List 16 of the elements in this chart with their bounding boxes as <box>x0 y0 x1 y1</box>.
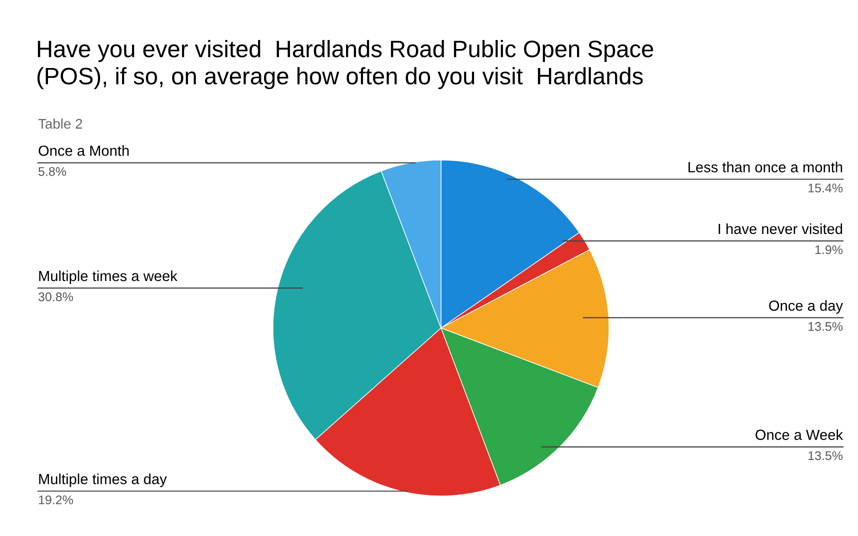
data-label: 5.8% <box>38 167 66 176</box>
data-label: 13.5% <box>808 322 843 331</box>
data-label: 19.2% <box>38 495 73 504</box>
slice-label: I have never visited <box>718 223 842 234</box>
slice-label: Multiple times a day <box>39 474 167 488</box>
slice-label: Once a day <box>769 300 843 314</box>
caption: Table 2 <box>38 118 82 129</box>
data-label: 30.8% <box>38 292 73 302</box>
data-label: 1.9% <box>815 245 843 254</box>
slice-label: Once a Week <box>756 429 844 440</box>
slice-label: Multiple times a week <box>39 270 178 284</box>
chart-title: Have you ever visited Hardlands Road Public Open Space (POS), if so, on average how often do you visit Hardlands <box>37 40 654 90</box>
data-label: 13.5% <box>808 451 843 460</box>
slice-label: Once a Month <box>38 145 129 156</box>
slice-label: Less than once a month <box>688 162 842 172</box>
data-label: 15.4% <box>808 184 843 192</box>
